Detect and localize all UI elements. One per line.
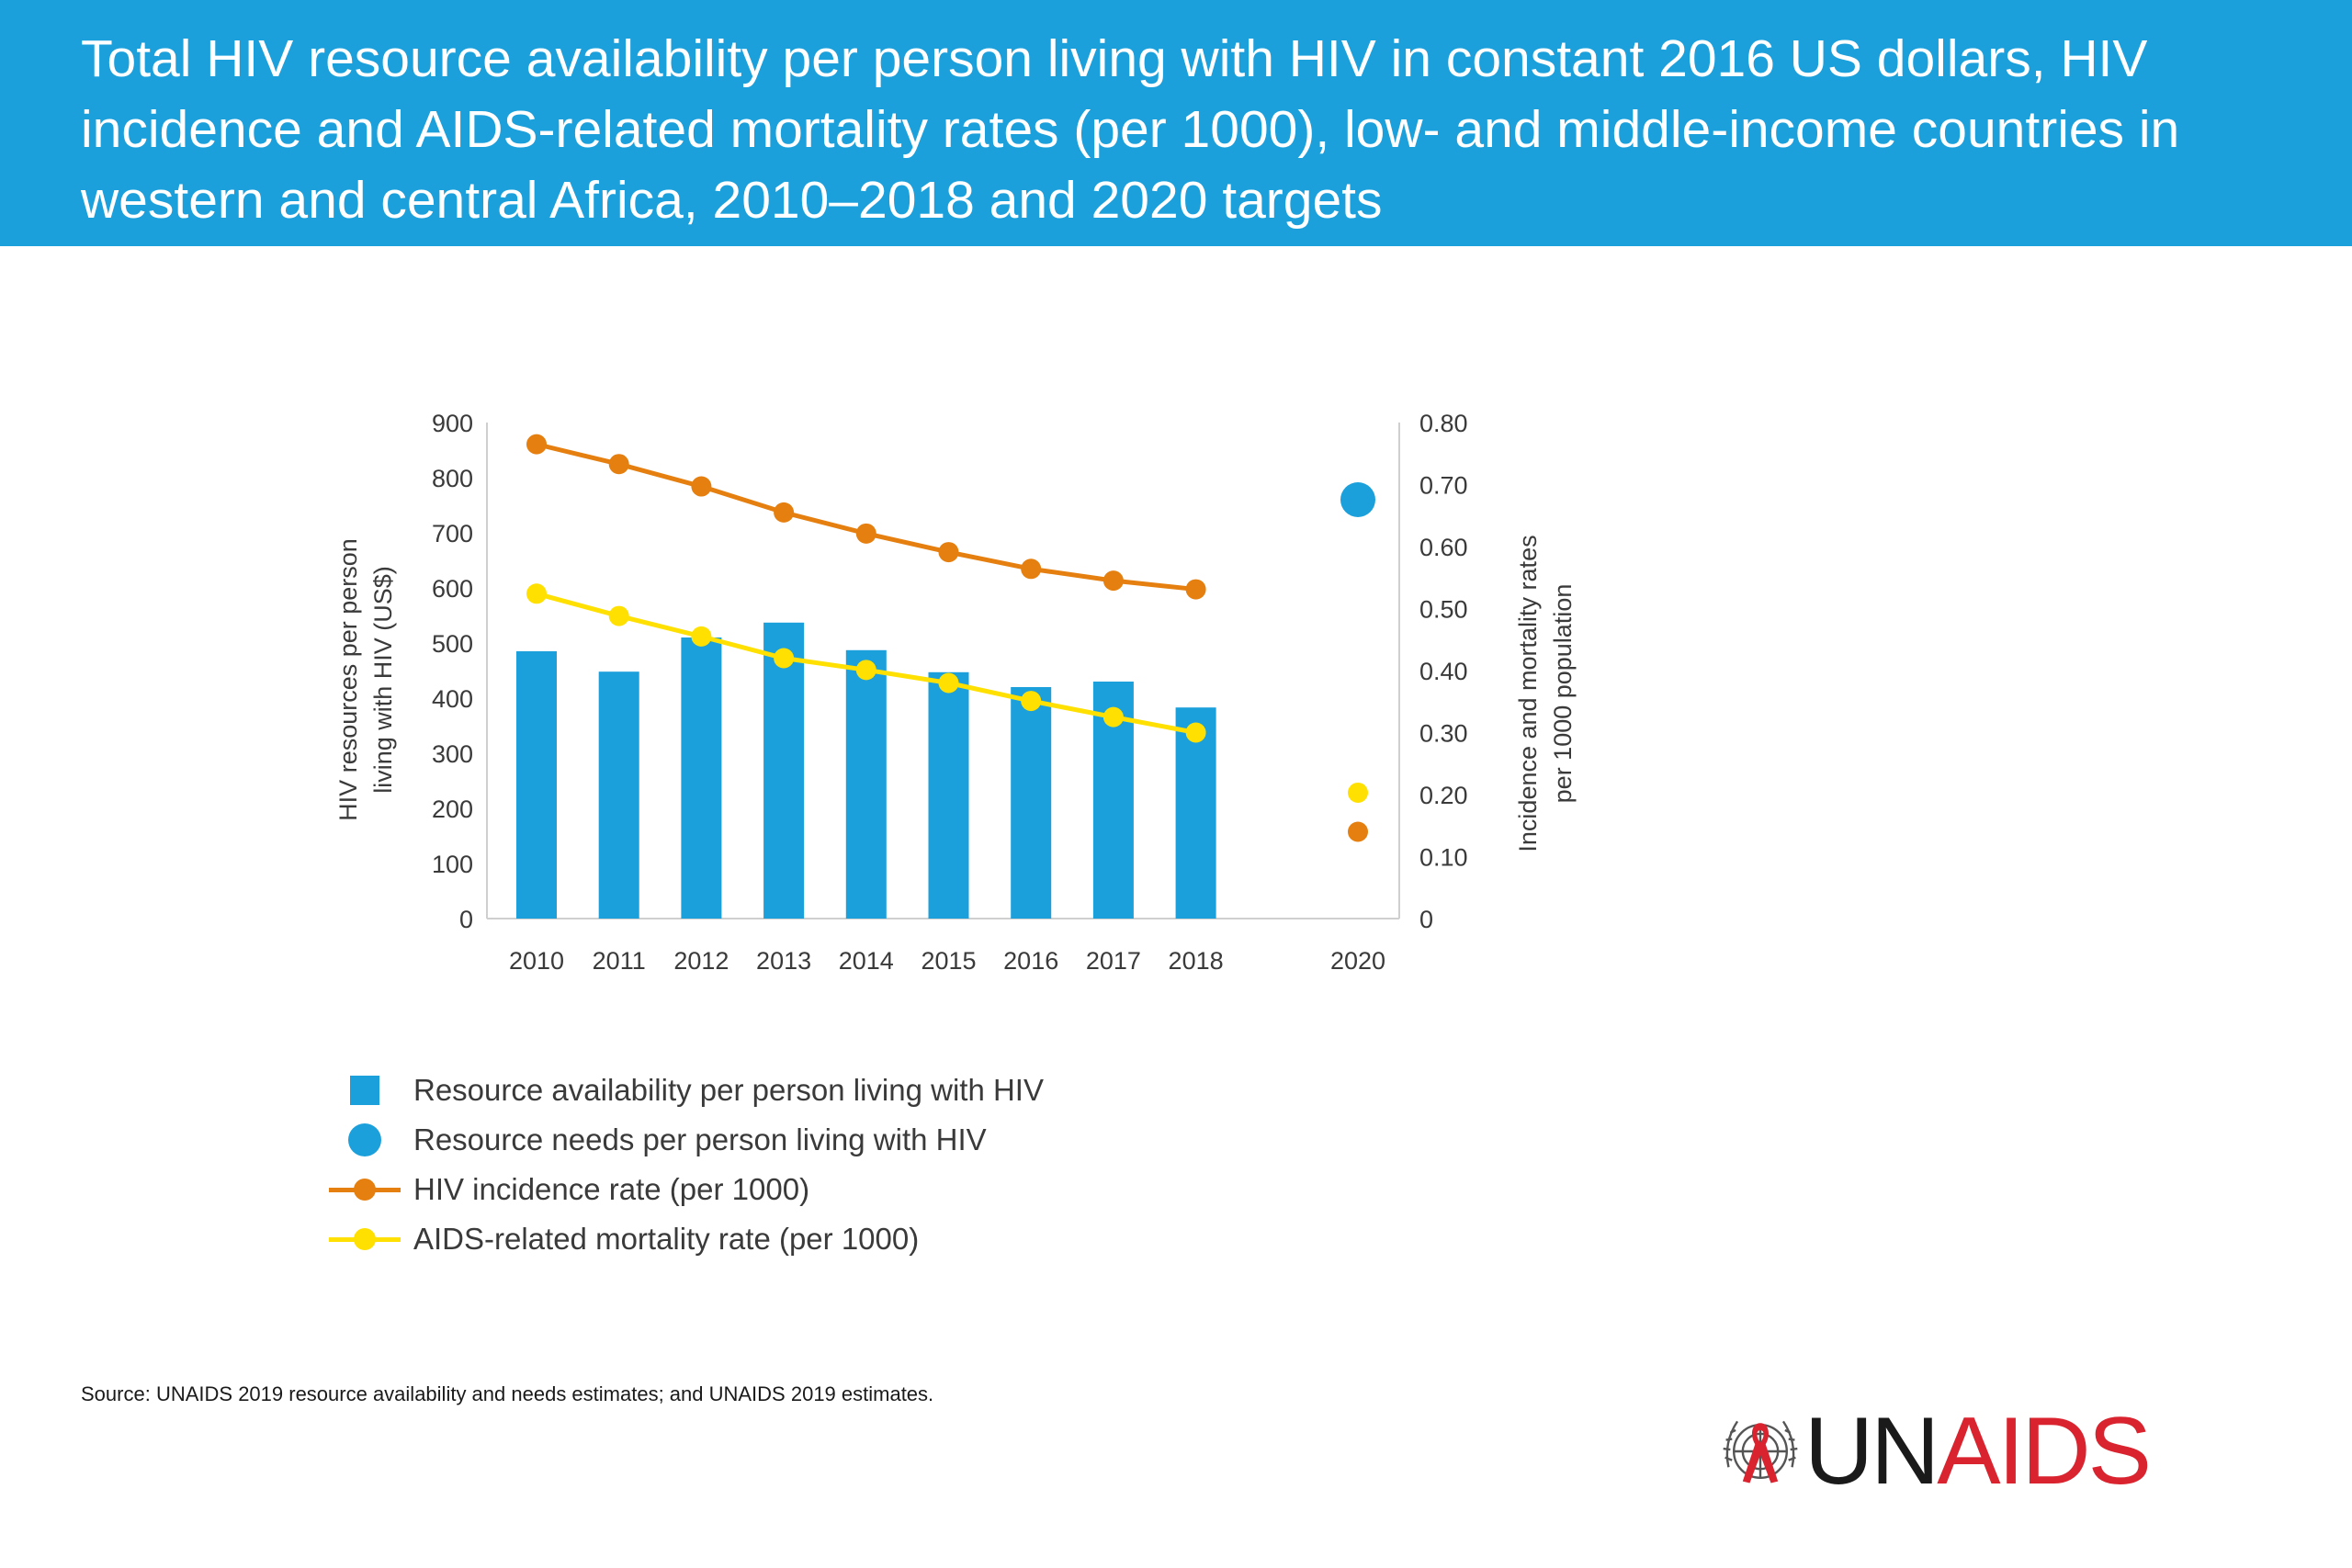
aids-mortality-target-point <box>1348 782 1368 803</box>
legend-label: Resource availability per person living … <box>413 1073 1044 1107</box>
hiv-incidence-target-point <box>1348 821 1368 842</box>
hiv-incidence-point <box>1102 570 1124 592</box>
legend-item-resource-needs: Resource needs per person living with HI… <box>325 1115 1044 1165</box>
hiv-incidence-point <box>938 542 959 563</box>
left-axis-title: HIV resources per person living with HIV … <box>334 538 397 821</box>
legend-circle-marker <box>348 1123 381 1156</box>
hiv-incidence-point <box>526 434 547 455</box>
hiv-incidence-point <box>855 523 876 544</box>
source-note: Source: UNAIDS 2019 resource availabilit… <box>81 1382 933 1406</box>
source-text: UNAIDS 2019 resource availability and ne… <box>155 1382 934 1405</box>
logo-text-un: UN <box>1804 1398 1939 1505</box>
x-tick-label: 2013 <box>756 947 811 975</box>
hiv-incidence-point <box>774 502 795 523</box>
bar-resource-availability <box>681 637 722 919</box>
logo-text-aids: AIDS <box>1937 1398 2152 1505</box>
x-tick-label: 2015 <box>921 947 976 975</box>
legend-label: Resource needs per person living with HI… <box>413 1122 987 1156</box>
right-tick-label: 0.70 <box>1419 472 1468 500</box>
un-emblem-ribbon-icon <box>1723 1420 1798 1483</box>
x-tick-label: 2011 <box>593 947 646 975</box>
bar-resource-availability <box>598 671 639 919</box>
title-banner: Total HIV resource availability per pers… <box>0 0 2352 246</box>
bar-resource-availability <box>845 649 887 919</box>
right-tick-label: 0 <box>1419 906 1433 933</box>
x-tick-label: 2017 <box>1086 947 1141 975</box>
bar-resource-availability <box>516 651 557 919</box>
legend-item-resource-availability: Resource availability per person living … <box>325 1066 1044 1115</box>
right-tick-label: 0.50 <box>1419 596 1468 624</box>
point-resource-needs <box>1340 482 1375 517</box>
left-tick-label: 700 <box>432 520 473 547</box>
aids-mortality-point <box>526 583 547 604</box>
aids-mortality-point <box>1185 722 1206 743</box>
left-tick-label: 600 <box>432 575 473 603</box>
chart-legend: Resource availability per person living … <box>325 1066 1044 1264</box>
x-tick-label: 2020 <box>1330 947 1385 975</box>
legend-square-marker <box>350 1076 379 1105</box>
chart-title: Total HIV resource availability per pers… <box>81 29 2180 230</box>
hiv-incidence-point <box>1021 558 1042 580</box>
aids-mortality-point <box>855 660 876 681</box>
left-tick-label: 300 <box>432 740 473 768</box>
legend-dot-marker <box>354 1179 376 1201</box>
aids-mortality-point <box>938 672 959 694</box>
right-tick-label: 0.60 <box>1419 534 1468 561</box>
aids-mortality-point <box>774 648 795 669</box>
x-tick-label: 2010 <box>509 947 564 975</box>
legend-item-hiv-incidence: HIV incidence rate (per 1000) <box>325 1165 1044 1214</box>
bar-resource-availability <box>928 671 969 919</box>
chart-plot: 0 100 200 300 400 500 600 700 800 900 0 0.10 0.20 0.3… <box>334 410 1577 975</box>
x-tick-label: 2012 <box>673 947 729 975</box>
right-axis-title: Incidence and mortality rates per 1000 po… <box>1514 535 1577 852</box>
left-tick-label: 100 <box>432 851 473 878</box>
right-tick-label: 0.10 <box>1419 844 1468 872</box>
hiv-incidence-point <box>1185 579 1206 600</box>
bar-resource-availability <box>1011 687 1052 919</box>
left-tick-label: 800 <box>432 465 473 492</box>
left-tick-label: 200 <box>432 795 473 823</box>
x-tick-label: 2016 <box>1003 947 1058 975</box>
aids-mortality-point <box>608 605 629 626</box>
legend-item-aids-mortality: AIDS-related mortality rate (per 1000) <box>325 1214 1044 1264</box>
right-tick-label: 0.20 <box>1419 782 1468 809</box>
right-tick-label: 0.30 <box>1419 720 1468 748</box>
left-tick-label: 0 <box>459 906 473 933</box>
hiv-incidence-point <box>691 476 712 497</box>
x-tick-label: 2018 <box>1169 947 1224 975</box>
legend-label: AIDS-related mortality rate (per 1000) <box>413 1222 920 1256</box>
bar-resource-availability <box>763 622 805 919</box>
aids-mortality-point <box>691 626 712 647</box>
legend-label: HIV incidence rate (per 1000) <box>413 1172 810 1206</box>
aids-mortality-point <box>1021 691 1042 712</box>
right-tick-label: 0.40 <box>1419 658 1468 685</box>
left-tick-label: 400 <box>432 685 473 713</box>
left-tick-label: 900 <box>432 410 473 437</box>
hiv-incidence-line <box>536 442 1196 592</box>
hiv-incidence-point <box>608 454 629 475</box>
unaids-logo: UNAIDS <box>1716 1398 2152 1505</box>
right-tick-label: 0.80 <box>1419 410 1468 437</box>
legend-dot-marker <box>354 1228 376 1250</box>
x-tick-label: 2014 <box>839 947 894 975</box>
source-prefix: Source: <box>81 1382 151 1405</box>
aids-mortality-point <box>1102 706 1124 728</box>
left-tick-label: 500 <box>432 630 473 658</box>
